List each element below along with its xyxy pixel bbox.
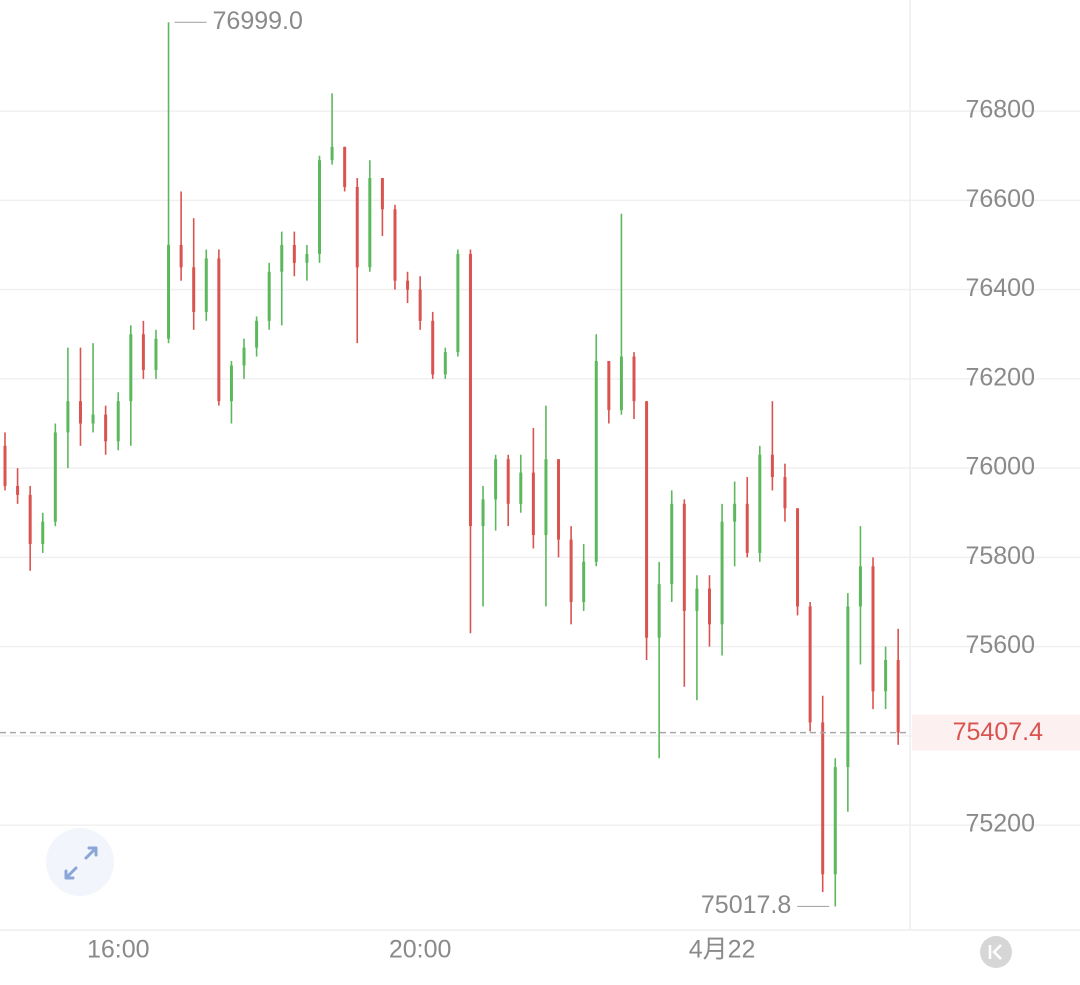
candle-body: [368, 178, 372, 268]
candle-body: [393, 209, 397, 281]
y-tick-label: 76000: [965, 453, 1035, 481]
x-tick-label: 4月22: [689, 936, 756, 964]
candle-body: [770, 454, 774, 478]
candle-body: [707, 588, 711, 625]
candle-body: [645, 401, 649, 638]
y-tick-label: 75800: [965, 542, 1035, 570]
x-tick-label: 16:00: [87, 936, 150, 964]
candle-body: [66, 401, 70, 433]
y-tick-label: 75200: [965, 810, 1035, 838]
last-price-bg: [912, 714, 1080, 751]
candle-body: [229, 365, 233, 402]
candle-body: [3, 445, 7, 486]
candle-body: [544, 459, 548, 536]
expand-icon[interactable]: [64, 846, 98, 880]
candle-body: [745, 503, 749, 553]
low-marker-label: 75017.8: [701, 891, 791, 919]
candle-body: [833, 767, 837, 875]
candle-body: [53, 432, 57, 522]
candle-body: [380, 178, 384, 210]
candle-body: [896, 660, 900, 733]
candle-body: [343, 146, 347, 187]
candle-body: [569, 539, 573, 603]
x-tick-label: 20:00: [389, 936, 452, 964]
candle-body: [28, 494, 32, 544]
candle-body: [758, 454, 762, 553]
candle-body: [418, 289, 422, 321]
candle-body: [695, 588, 699, 611]
candle-body: [557, 459, 561, 540]
candle-body: [858, 566, 862, 607]
candle-body: [808, 606, 812, 723]
candle-body: [796, 508, 800, 607]
candle-body: [330, 146, 334, 161]
candle-body: [632, 356, 636, 402]
candle-body: [431, 320, 435, 375]
candle-body: [682, 503, 686, 611]
candle-body: [670, 503, 674, 585]
candle-body: [733, 503, 737, 522]
candle-body: [104, 414, 108, 442]
candle-body: [468, 253, 472, 527]
candle-body: [821, 722, 825, 875]
y-tick-label: 76600: [965, 185, 1035, 213]
candle-body: [494, 459, 498, 500]
expand-button[interactable]: [46, 828, 114, 896]
candle-body: [355, 186, 359, 268]
high-marker-label: 76999.0: [213, 7, 303, 35]
candle-body: [531, 472, 535, 536]
candle-body: [179, 244, 183, 268]
candle-body: [594, 361, 598, 562]
last-price-label: 75407.4: [953, 718, 1043, 746]
y-tick-label: 76200: [965, 363, 1035, 391]
y-tick-label: 75600: [965, 631, 1035, 659]
reset-button-bg[interactable]: [980, 936, 1012, 968]
candle-body: [318, 160, 321, 254]
candle-body: [267, 271, 271, 321]
candle-body: [91, 414, 95, 424]
candle-body: [406, 280, 410, 290]
candle-body: [720, 521, 724, 625]
candle-body: [167, 244, 171, 339]
candle-body: [607, 361, 611, 411]
candle-body: [129, 334, 133, 402]
plot: 7520075400756007580076000762007640076600…: [0, 7, 1080, 964]
candle-body: [305, 253, 309, 263]
candle-body: [619, 356, 623, 411]
candle-body: [242, 347, 246, 366]
candle-body: [582, 561, 586, 603]
candle-body: [116, 401, 120, 442]
candle-body: [41, 521, 45, 544]
candle-body: [255, 320, 259, 348]
expand-button-bg[interactable]: [46, 828, 114, 896]
candle-body: [78, 401, 82, 424]
candle-body: [292, 244, 296, 263]
y-tick-label: 76400: [965, 274, 1035, 302]
candle-body: [456, 253, 460, 353]
candle-body: [154, 338, 158, 370]
candle-body: [884, 660, 888, 692]
candle-body: [217, 258, 221, 402]
candle-body: [783, 477, 787, 509]
candle-body: [280, 244, 284, 272]
candle-body: [657, 584, 661, 638]
candle-body: [481, 499, 485, 527]
candle-body: [16, 485, 20, 495]
candle-body: [846, 606, 850, 768]
candle-body: [141, 334, 145, 370]
candle-body: [871, 566, 875, 692]
candle-body: [506, 459, 510, 504]
y-tick-label: 76800: [965, 96, 1035, 124]
candle-body: [192, 267, 196, 312]
reset-icon[interactable]: [988, 944, 1002, 960]
reset-button[interactable]: [980, 936, 1012, 968]
candle-body: [204, 258, 208, 312]
candle-body: [519, 472, 523, 504]
candle-body: [443, 352, 447, 375]
